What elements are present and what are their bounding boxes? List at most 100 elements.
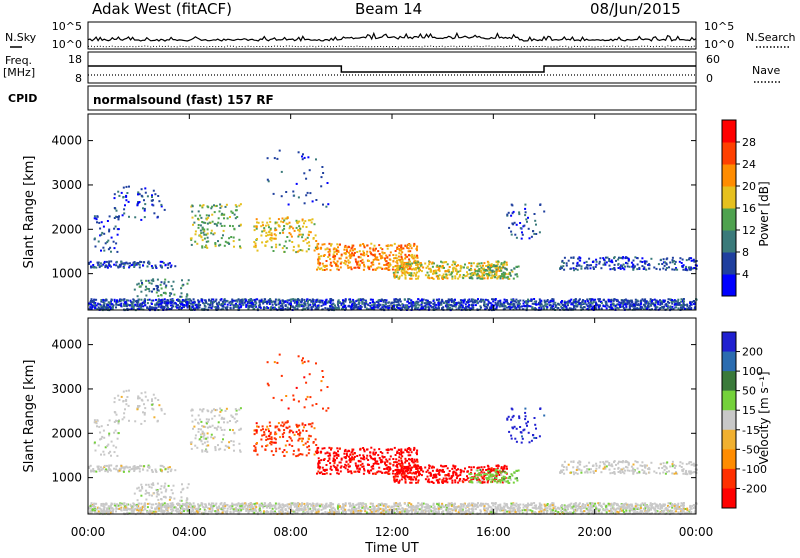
power-cell (230, 211, 232, 213)
power-cell (677, 302, 679, 304)
power-cell (334, 258, 336, 260)
power-cell (372, 301, 374, 303)
power-cell (191, 211, 193, 213)
power-cell (129, 265, 131, 267)
power-cell (361, 303, 363, 305)
power-cell (598, 263, 600, 265)
power-cell (267, 234, 269, 236)
power-cell (285, 191, 287, 193)
power-cell (298, 196, 300, 198)
power-cell (614, 298, 616, 300)
power-cell (336, 253, 338, 255)
power-cell (354, 252, 356, 254)
power-cell (435, 272, 437, 274)
power-cell (443, 276, 445, 278)
power-cell (492, 301, 494, 303)
power-cell (621, 266, 623, 268)
power-cell (250, 306, 252, 308)
power-cell (289, 227, 291, 229)
velocity-cell (254, 503, 256, 505)
power-cell (187, 283, 189, 285)
power-cell (494, 299, 496, 301)
power-colorbar-tick-label: 24 (742, 158, 756, 171)
power-cell (169, 292, 171, 294)
power-cell (473, 262, 475, 264)
power-cell (410, 275, 412, 277)
power-cell (198, 210, 200, 212)
power-cell (418, 270, 420, 272)
power-cell (268, 231, 270, 233)
power-cell (436, 275, 438, 277)
power-cell (417, 261, 419, 263)
power-cell (158, 306, 160, 308)
power-cell (364, 246, 366, 248)
power-cell (397, 300, 399, 302)
velocity-cell (667, 511, 669, 513)
power-cell (413, 243, 415, 245)
power-cell (347, 259, 349, 261)
power-cell (275, 222, 277, 224)
power-cell (641, 261, 643, 263)
power-cell (298, 151, 300, 153)
velocity-cell (496, 508, 498, 510)
freq-frame (88, 52, 696, 83)
power-cell (469, 273, 471, 275)
power-cell (537, 303, 539, 305)
power-cell (641, 257, 643, 259)
power-cell (540, 306, 542, 308)
power-cell (691, 260, 693, 262)
power-cell (145, 295, 147, 297)
velocity-cell (337, 506, 339, 508)
power-cell (431, 277, 433, 279)
power-cell (147, 195, 149, 197)
power-cell (401, 274, 403, 276)
power-cell (343, 262, 345, 264)
power-cell (588, 264, 590, 266)
power-cell (448, 304, 450, 306)
power-cell (108, 264, 110, 266)
power-cell (317, 247, 319, 249)
cpid-value: normalsound (fast) 157 RF (93, 93, 274, 107)
velocity-cell (259, 507, 261, 509)
power-cell (194, 308, 196, 310)
power-cell (127, 263, 129, 265)
power-cell (140, 303, 142, 305)
power-cell (493, 298, 495, 300)
power-cell (617, 259, 619, 261)
power-cell (575, 268, 577, 270)
power-cell (113, 304, 115, 306)
power-cell (248, 299, 250, 301)
power-cell (462, 299, 464, 301)
nsky-trace (88, 33, 696, 41)
power-cell (298, 234, 300, 236)
power-cell (644, 260, 646, 262)
power-cell (515, 299, 517, 301)
power-cell (108, 230, 110, 232)
power-cell (362, 254, 364, 256)
power-cell (443, 262, 445, 264)
power-cell (393, 274, 395, 276)
power-cell (251, 302, 253, 304)
power-cell (414, 306, 416, 308)
power-cell (167, 307, 169, 309)
power-cell (583, 262, 585, 264)
power-cell (398, 252, 400, 254)
power-cell (116, 251, 118, 253)
power-cell (139, 261, 141, 263)
power-cell (274, 157, 276, 159)
power-colorbar-swatch (722, 142, 736, 165)
power-cell (387, 307, 389, 309)
power-cell (101, 265, 103, 267)
power-cell (570, 299, 572, 301)
power-cell (309, 192, 311, 194)
velocity-cell (372, 503, 374, 505)
cpid-label: CPID (8, 92, 37, 105)
power-cell (98, 264, 100, 266)
power-cell (662, 268, 664, 270)
power-cell (221, 214, 223, 216)
power-cell (440, 301, 442, 303)
power-cell (153, 190, 155, 192)
power-cell (285, 218, 287, 220)
power-cell (200, 232, 202, 234)
power-cell (408, 250, 410, 252)
